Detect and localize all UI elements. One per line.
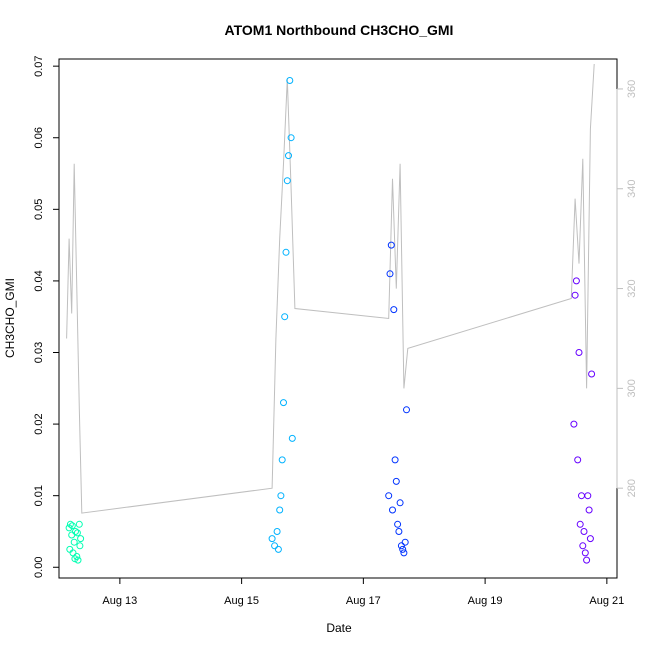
data-point-flight-3 (387, 241, 395, 249)
data-point-flight-2 (287, 134, 295, 142)
data-point-flight-4 (588, 370, 596, 378)
left-tick-label: 0.04 (33, 270, 45, 291)
left-tick-label: 0.00 (33, 557, 45, 578)
right-tick-label: 360 (626, 80, 638, 98)
data-point-flight-1 (73, 529, 81, 537)
x-tick-label: Aug 15 (224, 595, 259, 607)
plot-frame (58, 58, 618, 579)
data-point-flight-1 (77, 535, 85, 543)
left-tick-label: 0.01 (33, 485, 45, 506)
data-point-flight-4 (586, 535, 594, 543)
data-point-flight-3 (390, 306, 398, 314)
data-point-flight-3 (403, 406, 410, 414)
data-point-flight-2 (271, 542, 279, 550)
data-point-flight-4 (578, 492, 585, 500)
data-point-flight-2 (281, 313, 289, 321)
data-point-flight-2 (276, 506, 284, 514)
left-tick-label: 0.02 (33, 413, 45, 434)
data-point-flight-3 (389, 506, 396, 514)
data-point-flight-4 (584, 492, 592, 500)
left-tick-label: 0.03 (33, 342, 45, 363)
data-point-flight-2 (273, 528, 281, 535)
data-point-flight-4 (583, 556, 591, 564)
secondary-line-layer (66, 63, 595, 514)
data-point-flight-2 (288, 434, 296, 442)
data-point-flight-1 (68, 522, 76, 530)
left-tick-label: 0.06 (33, 127, 45, 148)
data-point-flight-3 (399, 545, 407, 553)
data-point-flight-2 (268, 535, 276, 543)
data-point-flight-4 (585, 506, 593, 514)
data-point-flight-2 (277, 492, 285, 500)
left-y-axis: 0.00 0.01 0.02 0.03 0.04 0.05 0.06 0.07 (33, 55, 60, 578)
x-axis: Aug 13 Aug 15 Aug 17 Aug 19 Aug 21 (102, 577, 624, 607)
left-tick-label: 0.07 (33, 55, 45, 76)
data-point-flight-4 (580, 528, 588, 535)
data-point-flight-2 (280, 399, 287, 407)
data-point-flight-4 (571, 291, 579, 299)
data-point-flight-3 (400, 549, 408, 557)
data-point-flight-3 (386, 270, 394, 278)
data-point-flight-2 (278, 456, 286, 464)
data-point-flight-1 (70, 538, 78, 546)
x-tick-label: Aug 19 (468, 595, 503, 607)
secondary-series-line (66, 63, 595, 514)
data-point-flight-4 (576, 520, 584, 528)
x-tick-label: Aug 13 (102, 595, 137, 607)
data-point-flight-1 (66, 545, 74, 553)
data-point-flight-4 (581, 549, 589, 557)
right-tick-label: 320 (626, 279, 638, 297)
data-point-flight-1 (75, 520, 83, 528)
data-point-flight-1 (73, 553, 81, 560)
data-point-flight-3 (385, 492, 393, 500)
data-point-flight-3 (397, 542, 405, 550)
right-y-axis: 280 300 320 340 360 (616, 80, 638, 497)
data-point-flight-3 (391, 456, 399, 464)
data-point-flight-3 (394, 520, 402, 528)
data-point-flight-3 (401, 538, 409, 546)
right-tick-label: 280 (626, 479, 638, 497)
data-point-flight-1 (66, 520, 74, 528)
data-point-flight-4 (574, 456, 582, 464)
data-point-flight-4 (579, 542, 587, 550)
data-point-flight-2 (286, 77, 294, 84)
data-point-flight-3 (392, 477, 400, 485)
data-point-flight-1 (76, 542, 84, 550)
data-point-flight-3 (396, 499, 404, 507)
data-point-flight-2 (285, 152, 292, 160)
left-tick-label: 0.05 (33, 199, 45, 220)
data-point-flight-1 (72, 528, 79, 535)
data-point-flight-1 (68, 531, 76, 539)
data-point-flight-1 (71, 555, 79, 563)
data-point-flight-4 (575, 349, 583, 356)
data-point-flight-2 (282, 248, 290, 256)
data-point-flight-3 (395, 528, 403, 535)
x-axis-label: Date (326, 621, 352, 635)
data-point-flight-4 (570, 420, 578, 428)
data-point-flight-2 (283, 177, 291, 185)
x-tick-label: Aug 21 (589, 595, 624, 607)
right-tick-label: 340 (626, 180, 638, 198)
x-tick-label: Aug 17 (346, 595, 381, 607)
data-point-flight-2 (274, 545, 282, 553)
y-axis-label: CH3CHO_GMI (3, 278, 17, 358)
data-point-flight-4 (572, 277, 580, 285)
chart-title: ATOM1 Northbound CH3CHO_GMI (225, 22, 454, 38)
scatter-points-layer (65, 77, 596, 564)
right-tick-label: 300 (626, 379, 638, 397)
